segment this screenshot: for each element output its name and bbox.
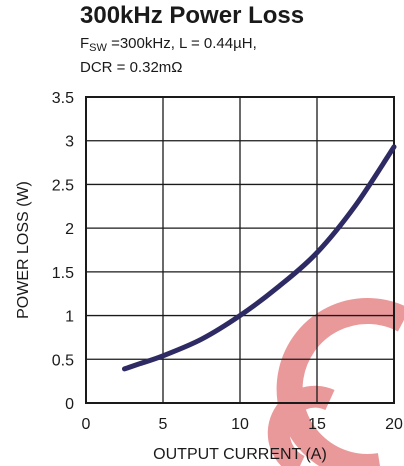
x-tick-label: 15 [308, 416, 326, 433]
watermark-arc-large [276, 298, 404, 466]
watermark-logo [267, 298, 404, 466]
y-tick-label: 2 [65, 221, 74, 238]
grid-lines [85, 96, 395, 404]
fsw-symbol: F [80, 35, 90, 52]
y-tick-label: 0.5 [52, 352, 74, 369]
y-tick-label: 1.5 [52, 265, 74, 282]
plot-frame [85, 96, 395, 404]
subtitle-line-1: FSW =300kHz, L = 0.44µH, [80, 34, 257, 58]
y-tick-label: 1 [65, 309, 74, 326]
power-loss-curve [122, 144, 397, 372]
y-tick-label: 0 [65, 396, 74, 413]
x-tick-label: 10 [231, 416, 249, 433]
y-tick-label: 3 [65, 134, 74, 151]
x-tick-label: 0 [82, 416, 91, 433]
y-tick-labels: 0 0.5 1 1.5 2 2.5 3 3.5 [52, 90, 74, 413]
chart-title: 300kHz Power Loss [80, 2, 305, 29]
watermark-arc-small [267, 385, 335, 466]
chart-subtitle: FSW =300kHz, L = 0.44µH, DCR = 0.32mΩ [80, 34, 257, 78]
y-axis-label: POWER LOSS (W) [15, 181, 32, 319]
subtitle-line-2: DCR = 0.32mΩ [80, 59, 183, 76]
subtitle-params: =300kHz, L = 0.44µH, [106, 35, 257, 52]
x-tick-labels: 0 5 10 15 20 [82, 416, 403, 433]
x-tick-label: 20 [385, 416, 403, 433]
y-tick-label: 2.5 [52, 177, 74, 194]
fsw-subscript: SW [89, 42, 107, 54]
x-axis-label: OUTPUT CURRENT (A) [153, 446, 327, 463]
x-tick-label: 5 [159, 416, 168, 433]
y-tick-label: 3.5 [52, 90, 74, 107]
